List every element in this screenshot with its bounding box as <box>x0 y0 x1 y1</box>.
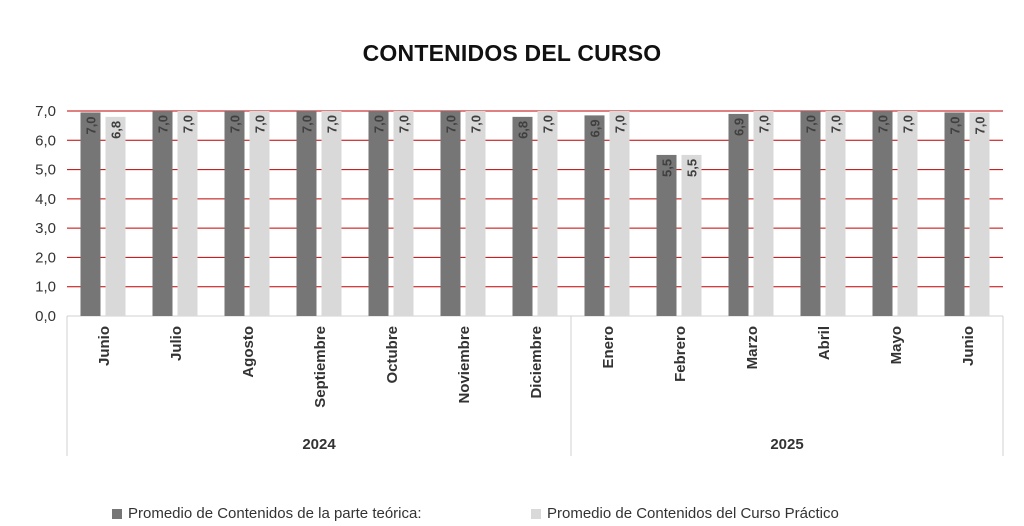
bar <box>969 112 990 316</box>
data-label: 7,0 <box>372 115 387 133</box>
bar <box>177 111 198 316</box>
x-tick-label: Octubre <box>384 326 401 384</box>
x-tick-label: Agosto <box>240 326 257 378</box>
bar <box>296 111 317 316</box>
bar <box>80 112 101 316</box>
x-tick-label: Marzo <box>744 326 761 369</box>
data-label: 7,0 <box>757 115 772 133</box>
bar <box>224 111 245 316</box>
y-tick-label: 1,0 <box>35 279 56 296</box>
data-label: 6,8 <box>109 121 124 139</box>
bar <box>512 116 533 316</box>
bar <box>152 111 173 316</box>
legend-label-teorica: Promedio de Contenidos de la parte teóri… <box>128 505 422 522</box>
bar <box>105 116 126 316</box>
legend-item-teorica: Promedio de Contenidos de la parte teóri… <box>112 505 422 522</box>
x-tick-label: Julio <box>168 326 185 361</box>
y-tick-label: 3,0 <box>35 220 56 237</box>
data-label: 7,0 <box>973 116 988 134</box>
y-tick-label: 0,0 <box>35 308 56 325</box>
x-tick-label: Noviembre <box>456 326 473 404</box>
bar <box>753 111 774 316</box>
legend: Promedio de Contenidos de la parte teóri… <box>0 505 1024 525</box>
legend-label-practico: Promedio de Contenidos del Curso Práctic… <box>547 505 839 522</box>
y-tick-label: 7,0 <box>35 103 56 120</box>
bar <box>393 111 414 316</box>
bar <box>368 111 389 316</box>
bar-chart: 0,0 1,0 2,0 3,0 4,0 5,0 6,0 7,0 7,0 7,0 7,0 7,0 7,0 7… <box>35 103 1004 456</box>
bar <box>440 111 461 316</box>
bar <box>872 111 893 316</box>
data-label: 7,0 <box>156 115 171 133</box>
data-label: 7,0 <box>253 115 268 133</box>
bar <box>656 154 677 316</box>
group-label: 2025 <box>770 436 803 453</box>
bar <box>825 111 846 316</box>
bar <box>584 115 605 317</box>
data-label: 7,0 <box>901 115 916 133</box>
x-tick-label: Febrero <box>672 326 689 382</box>
x-tick-label: Diciembre <box>528 326 545 399</box>
group-label: 2024 <box>302 436 336 453</box>
y-tick-label: 4,0 <box>35 191 56 208</box>
bar <box>897 111 918 316</box>
data-label: 7,0 <box>300 115 315 133</box>
data-label: 7,0 <box>469 115 484 133</box>
bar <box>800 111 821 316</box>
y-tick-label: 6,0 <box>35 132 56 149</box>
data-label: 7,0 <box>804 115 819 133</box>
bar <box>321 111 342 316</box>
data-label: 7,0 <box>181 115 196 133</box>
bar <box>728 113 749 316</box>
data-label: 7,0 <box>228 115 243 133</box>
data-label: 6,9 <box>732 118 747 136</box>
data-label: 7,0 <box>541 115 556 133</box>
data-label: 5,5 <box>685 159 700 177</box>
bar <box>609 111 630 316</box>
bar <box>681 154 702 316</box>
bar <box>537 111 558 316</box>
x-tick-label: Mayo <box>888 326 905 364</box>
legend-item-practico: Promedio de Contenidos del Curso Práctic… <box>531 505 839 522</box>
data-label: 7,0 <box>397 115 412 133</box>
bar <box>944 112 965 316</box>
data-label: 7,0 <box>613 115 628 133</box>
x-tick-label: Enero <box>600 326 617 369</box>
data-label: 7,0 <box>829 115 844 133</box>
data-label: 7,0 <box>84 116 99 134</box>
legend-swatch-teorica <box>112 508 122 519</box>
data-label: 7,0 <box>948 116 963 134</box>
x-tick-label: Septiembre <box>312 326 329 408</box>
x-tick-label: Junio <box>960 326 977 366</box>
bar <box>249 111 270 316</box>
data-label: 6,8 <box>516 121 531 139</box>
y-tick-label: 2,0 <box>35 249 56 266</box>
data-label: 6,9 <box>588 119 603 137</box>
x-tick-label: Junio <box>96 326 113 366</box>
legend-swatch-practico <box>531 508 541 519</box>
data-label: 7,0 <box>444 115 459 133</box>
data-label: 5,5 <box>660 159 675 177</box>
chart-title: CONTENIDOS DEL CURSO <box>362 40 662 66</box>
bar <box>465 111 486 316</box>
data-label: 7,0 <box>876 115 891 133</box>
x-tick-label: Abril <box>816 326 833 360</box>
data-label: 7,0 <box>325 115 340 133</box>
y-tick-label: 5,0 <box>35 162 56 179</box>
